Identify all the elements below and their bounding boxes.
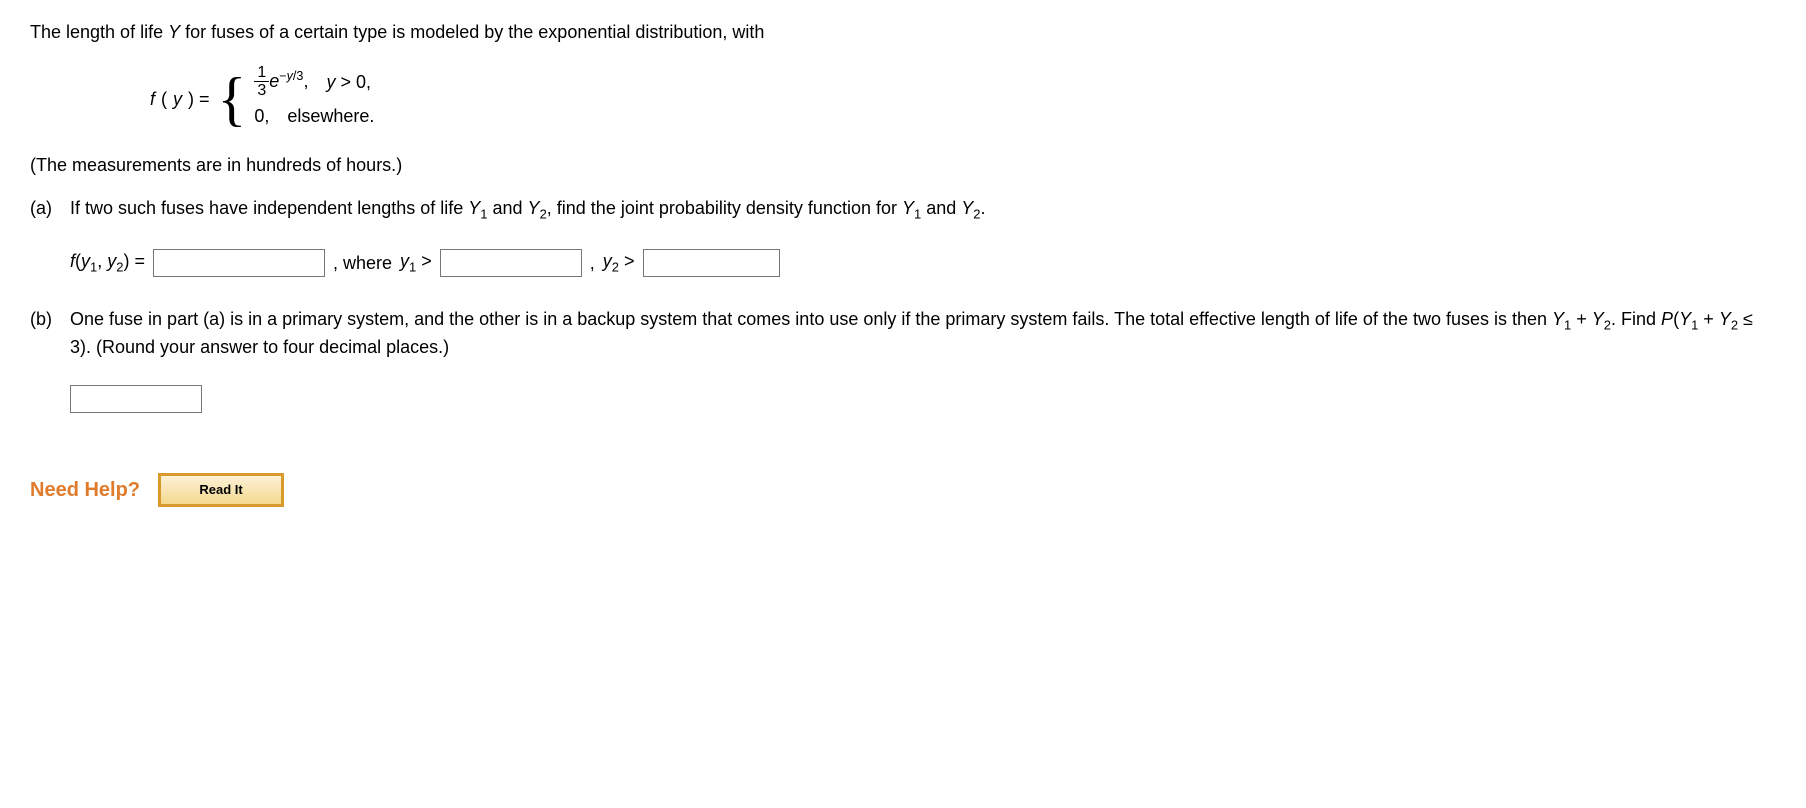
part-a-label: (a)	[30, 196, 52, 277]
case1-cond: y > 0,	[326, 70, 371, 95]
formula-f: f	[150, 87, 155, 112]
read-it-button[interactable]: Read It	[158, 473, 284, 507]
e-symbol: e	[269, 71, 279, 91]
brace-icon: {	[218, 75, 247, 123]
formula-open: (	[161, 87, 167, 112]
intro-pre: The length of life	[30, 22, 168, 42]
case1-comma: ,	[303, 71, 308, 91]
intro-var: Y	[168, 22, 180, 42]
frac-den: 3	[254, 82, 269, 100]
part-b-answer-line	[70, 385, 1776, 413]
frac-num: 1	[254, 65, 269, 82]
part-a-answer-line: f(y1, y2) = , where y1 > , y2 >	[70, 249, 1776, 277]
formula-y: y	[173, 87, 182, 112]
probability-input[interactable]	[70, 385, 202, 413]
formula-close-eq: ) =	[188, 87, 210, 112]
part-b-text: One fuse in part (a) is in a primary sys…	[70, 307, 1776, 360]
case1-expr: 1 3 e−y/3,	[254, 65, 308, 100]
y1-bound-input[interactable]	[440, 249, 582, 277]
intro-text: The length of life Y for fuses of a cert…	[30, 20, 1776, 45]
where-text: , where	[333, 251, 392, 276]
intro-post: for fuses of a certain type is modeled b…	[180, 22, 764, 42]
mid-comma: ,	[590, 251, 595, 276]
part-a: (a) If two such fuses have independent l…	[30, 196, 1776, 277]
need-help-label: Need Help?	[30, 476, 140, 504]
joint-pdf-lhs: f(y1, y2) =	[70, 249, 145, 277]
case2-elsewhere: elsewhere.	[287, 104, 374, 129]
fraction: 1 3	[254, 65, 269, 100]
part-a-text: If two such fuses have independent lengt…	[70, 196, 1776, 224]
part-b: (b) One fuse in part (a) is in a primary…	[30, 307, 1776, 413]
case2-zero: 0,	[254, 104, 269, 129]
units-note: (The measurements are in hundreds of hou…	[30, 153, 1776, 178]
y2-bound-input[interactable]	[643, 249, 780, 277]
need-help-row: Need Help? Read It	[30, 473, 1776, 507]
cond-y2: y2 >	[603, 249, 635, 277]
cond-y1: y1 >	[400, 249, 432, 277]
exponent: −y/3	[279, 69, 303, 83]
pdf-formula: f(y ) = { 1 3 e−y/3, y > 0, 0, elsewhere.	[150, 65, 1776, 133]
joint-pdf-input[interactable]	[153, 249, 325, 277]
part-b-label: (b)	[30, 307, 52, 413]
